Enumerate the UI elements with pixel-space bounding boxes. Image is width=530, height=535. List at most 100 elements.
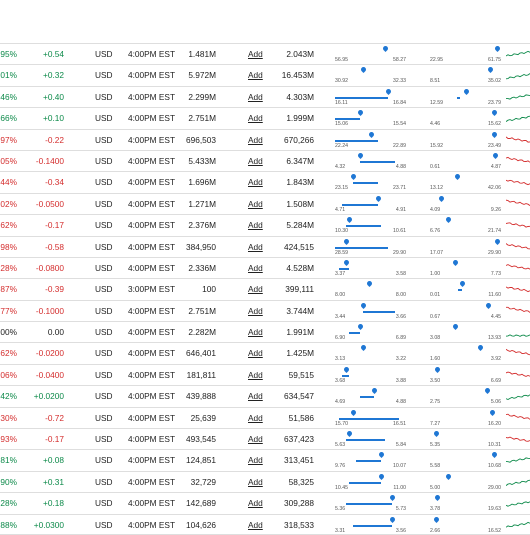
volume: 25,639	[190, 412, 216, 423]
price-change: +0.32	[43, 70, 64, 81]
range-low-value: 1.60	[430, 356, 441, 363]
percent-change: 0.66%	[0, 113, 17, 124]
range-high-value: 29.90	[393, 249, 406, 256]
range-high-value: 3.92	[490, 356, 501, 363]
range-high-value: 23.49	[488, 142, 501, 149]
add-button[interactable]: Add	[248, 70, 263, 81]
price-marker-icon	[388, 515, 396, 523]
add-button[interactable]: Add	[248, 177, 263, 188]
currency: USD	[95, 369, 113, 380]
range-low-value: 3.68	[335, 377, 346, 384]
range-low-value: 56.95	[335, 57, 348, 63]
add-button[interactable]: Add	[248, 262, 263, 273]
range-low-value: 5.00	[430, 484, 441, 491]
table-row: 2.46% +0.40 USD 4:00PM EST 2.299M Add 4.303M 16…	[0, 85, 530, 107]
price-marker-icon	[360, 344, 368, 352]
range-low-value: 17.07	[430, 249, 443, 256]
range-low-value: 4.46	[430, 121, 441, 128]
percent-change: 2.77%	[0, 305, 17, 316]
range-high-value: 5.73	[395, 506, 406, 513]
avg-volume: 4.528M	[286, 262, 314, 273]
week52-range: 15.92 23.49	[428, 130, 503, 150]
range-high-value: 15.62	[488, 121, 501, 128]
add-button[interactable]: Add	[248, 49, 263, 59]
range-bar	[335, 246, 389, 249]
percent-change: 2.28%	[0, 262, 17, 273]
sparkline-chart	[506, 371, 530, 377]
range-high-value: 16.20	[488, 420, 501, 427]
range-bar	[356, 460, 382, 463]
avg-volume: 309,288	[284, 498, 314, 509]
avg-volume: 634,547	[284, 391, 314, 402]
percent-change: 3.05%	[0, 155, 17, 166]
add-button[interactable]: Add	[248, 220, 263, 231]
price-change: -0.0800	[35, 262, 64, 273]
price-marker-icon	[374, 194, 382, 202]
market-time: 4:00PM EST	[128, 177, 176, 188]
day-range: 3.44 3.66	[333, 301, 408, 321]
add-button[interactable]: Add	[248, 369, 263, 380]
range-high-value: 4.87	[490, 163, 501, 170]
price-marker-icon	[356, 151, 364, 159]
range-bar	[338, 267, 350, 270]
range-bar	[363, 310, 396, 313]
add-button[interactable]: Add	[248, 155, 263, 166]
volume: 2.299M	[188, 91, 216, 102]
add-button[interactable]: Add	[248, 134, 263, 145]
sparkline-chart	[506, 457, 530, 464]
table-row: 2.90% +0.31 USD 4:00PM EST 32,729 Add 58,325 10…	[0, 470, 530, 492]
price-change: +0.18	[43, 498, 64, 509]
add-button[interactable]: Add	[248, 198, 263, 209]
range-high-value: 32.33	[393, 78, 406, 85]
week52-range: 0.01 11.60	[428, 279, 503, 299]
range-high-value: 6.69	[490, 377, 501, 384]
sparkline-chart	[506, 334, 530, 337]
add-button[interactable]: Add	[248, 284, 263, 295]
price-marker-icon	[360, 301, 368, 309]
price-marker-icon	[381, 44, 389, 53]
range-low-value: 0.67	[430, 313, 441, 320]
range-high-value: 4.45	[490, 313, 501, 320]
price-change: -0.17	[45, 220, 64, 231]
add-button[interactable]: Add	[248, 391, 263, 402]
table-row: 0.62% -0.0200 USD 4:00PM EST 646,401 Add 1.425…	[0, 342, 530, 363]
volume: 2.282M	[188, 327, 216, 338]
percent-change: 0.00%	[0, 327, 17, 338]
currency: USD	[95, 434, 113, 445]
range-bar	[342, 374, 350, 377]
add-button[interactable]: Add	[248, 113, 263, 124]
table-row: 0.97% -0.22 USD 4:00PM EST 696,503 Add 670,266…	[0, 128, 530, 150]
add-button[interactable]: Add	[248, 434, 263, 445]
add-button[interactable]: Add	[248, 476, 263, 487]
range-high-value: 4.91	[395, 206, 406, 213]
add-button[interactable]: Add	[248, 91, 263, 102]
percent-change: 1.44%	[0, 177, 17, 188]
table-row: 1.06% -0.0400 USD 4:00PM EST 181,811 Add 59,51…	[0, 363, 530, 385]
currency: USD	[95, 113, 113, 124]
price-marker-icon	[346, 429, 354, 438]
range-low-value: 8.51	[430, 78, 441, 85]
volume: 1.271M	[188, 198, 216, 209]
price-marker-icon	[434, 494, 442, 502]
add-button[interactable]: Add	[248, 455, 263, 466]
sparkline-chart	[506, 501, 530, 507]
add-button[interactable]: Add	[248, 412, 263, 423]
add-button[interactable]: Add	[248, 498, 263, 509]
currency: USD	[95, 91, 113, 102]
add-button[interactable]: Add	[248, 241, 263, 252]
add-button[interactable]: Add	[248, 348, 263, 359]
sparkline-chart	[506, 94, 530, 100]
day-range: 4.69 4.88	[333, 386, 408, 406]
add-button[interactable]: Add	[248, 327, 263, 338]
price-marker-icon	[444, 216, 452, 224]
range-bar	[349, 481, 382, 484]
market-time: 4:00PM EST	[128, 305, 176, 316]
add-button[interactable]: Add	[248, 305, 263, 316]
avg-volume: 424,515	[284, 241, 314, 252]
add-button[interactable]: Add	[248, 519, 263, 530]
range-low-value: 5.63	[335, 442, 346, 449]
week52-range: 3.50 6.69	[428, 365, 503, 385]
volume: 384,950	[186, 241, 216, 252]
range-low-value: 2.75	[430, 399, 441, 406]
range-bar	[345, 439, 385, 442]
